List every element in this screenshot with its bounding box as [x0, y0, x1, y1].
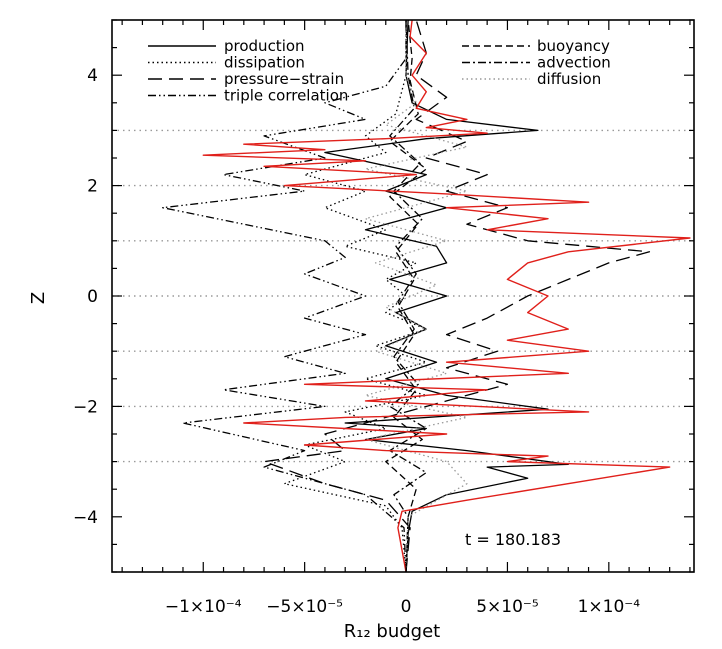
legend-label: dissipation	[224, 54, 305, 72]
y-tick-label: −4	[73, 508, 98, 528]
x-tick-label: 1×10⁻⁴	[578, 597, 641, 617]
x-tick-label: 5×10⁻⁵	[476, 597, 538, 617]
series-line-total	[202, 19, 691, 573]
series-line-pressure-strain	[263, 19, 651, 573]
series-line-advection	[389, 19, 427, 573]
series-line-triple-correlation	[162, 20, 407, 573]
legend: productiondissipationpressure−straintrip…	[148, 37, 611, 105]
legend-label: pressure−strain	[224, 70, 344, 88]
y-axis-title: Z	[28, 292, 49, 304]
series-line-dissipation	[283, 20, 427, 573]
legend-label: buoyancy	[537, 37, 610, 55]
legend-label: diffusion	[537, 70, 601, 88]
x-tick-label: −5×10⁻⁵	[266, 597, 343, 617]
legend-label: advection	[537, 54, 611, 72]
legend-label: triple correlation	[224, 87, 348, 105]
series-line-buoyancy	[385, 19, 427, 573]
x-tick-label: −1×10⁻⁴	[165, 597, 242, 617]
axis-ticks: −1×10⁻⁴ −5×10⁻⁵ 0 5×10⁻⁵ 1×10⁻⁴ −4 −2 0 2 4	[73, 19, 694, 617]
reference-lines	[112, 129, 694, 463]
x-axis-title: R₁₂ budget	[344, 621, 440, 642]
y-tick-label: −2	[73, 397, 98, 417]
x-tick-label: 0	[401, 597, 412, 617]
legend-label: production	[224, 37, 305, 55]
y-tick-label: 4	[87, 66, 98, 86]
series-line-diffusion	[364, 20, 468, 573]
y-tick-label: 0	[87, 287, 98, 307]
series-lines	[162, 19, 691, 573]
y-tick-label: 2	[87, 177, 98, 197]
time-annotation: t = 180.183	[465, 530, 561, 549]
